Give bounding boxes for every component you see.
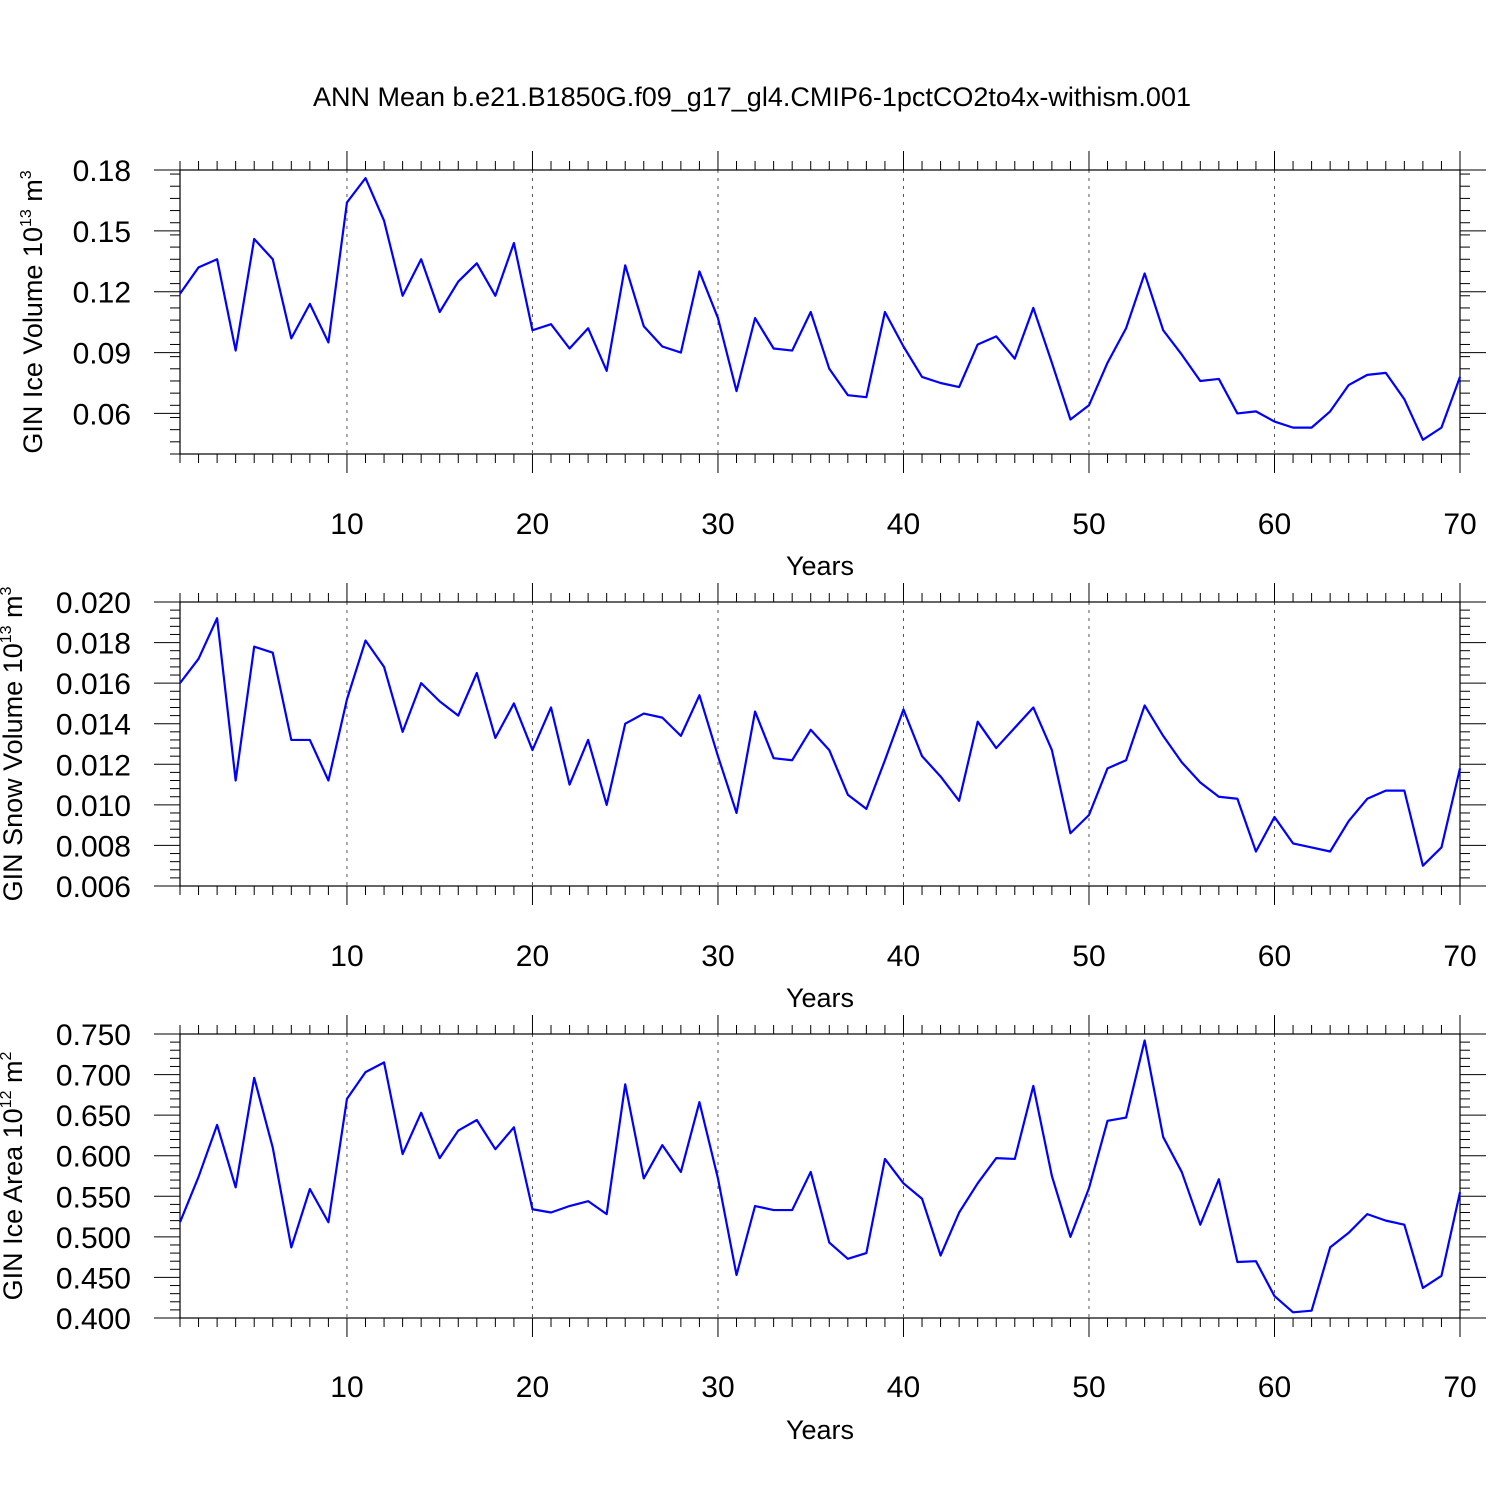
- y-tick-label: 0.650: [56, 1100, 131, 1133]
- y-axis-title: GIN Snow Volume 1013 m3: [0, 586, 28, 901]
- x-tick-label: 60: [1258, 508, 1291, 541]
- y-tick-label: 0.006: [56, 871, 131, 904]
- y-tick-label: 0.18: [73, 155, 131, 188]
- y-axis-title-main: GIN Ice Area 10: [0, 1108, 28, 1300]
- y-axis-title-unit-exponent: 3: [18, 170, 35, 179]
- y-tick-label: 0.008: [56, 830, 131, 863]
- series-line: [179, 617, 1462, 867]
- panel-1: 10 20 30 40 50 60 70 0.06 0.09 0.12 0.15 0.18 Years G…: [18, 151, 1486, 581]
- x-tick-label: 40: [887, 940, 920, 973]
- panel-2: 10 20 30 40 50 60 70 0.006 0.008 0.010 0.012 0.014 0…: [0, 583, 1486, 1013]
- x-tick-label: 60: [1258, 940, 1291, 973]
- x-tick-label: 30: [701, 940, 734, 973]
- y-axis-title-unit: m: [0, 1061, 28, 1091]
- plot-frame: [179, 601, 1461, 887]
- y-axis-title-main: GIN Snow Volume 10: [0, 643, 28, 901]
- x-axis-title: Years: [786, 551, 854, 581]
- x-axis-title: Years: [786, 983, 854, 1013]
- y-tick-label: 0.500: [56, 1222, 131, 1255]
- x-tick-label: 30: [701, 508, 734, 541]
- series-line: [179, 177, 1462, 441]
- x-tick-label: 70: [1443, 508, 1476, 541]
- y-tick-label: 0.400: [56, 1303, 131, 1336]
- panel-3: 10 20 30 40 50 60 70 0.400 0.450 0.500 0.550 0.600 0…: [0, 1015, 1486, 1445]
- x-tick-label: 20: [516, 508, 549, 541]
- y-tick-label: 0.012: [56, 749, 131, 782]
- x-tick-label: 60: [1258, 1371, 1291, 1404]
- y-axis-title: GIN Ice Area 1012 m2: [0, 1052, 28, 1301]
- x-tick-label: 40: [887, 508, 920, 541]
- y-tick-label: 0.018: [56, 628, 131, 661]
- y-axis-title-unit-exponent: 2: [0, 1052, 15, 1061]
- chart-title: ANN Mean b.e21.B1850G.f09_g17_gl4.CMIP6-…: [313, 82, 1191, 112]
- y-tick-label: 0.600: [56, 1141, 131, 1174]
- y-axis-title-unit-exponent: 3: [0, 586, 15, 595]
- x-tick-label: 50: [1072, 508, 1105, 541]
- y-tick-label: 0.550: [56, 1181, 131, 1214]
- y-axis-title: GIN Ice Volume 1013 m3: [18, 170, 48, 453]
- y-axis-title-main: GIN Ice Volume 10: [18, 227, 48, 454]
- x-tick-label: 70: [1443, 940, 1476, 973]
- series-line: [178, 1039, 1462, 1314]
- y-tick-label: 0.09: [73, 338, 131, 371]
- y-tick-label: 0.750: [56, 1019, 131, 1052]
- y-axis-title-exponent: 13: [18, 209, 35, 227]
- y-tick-label: 0.450: [56, 1262, 131, 1295]
- plot-frame: [179, 169, 1461, 455]
- x-tick-label: 20: [516, 1371, 549, 1404]
- y-axis-title-exponent: 12: [0, 1090, 15, 1108]
- x-tick-label: 50: [1072, 940, 1105, 973]
- x-tick-label: 70: [1443, 1371, 1476, 1404]
- y-tick-label: 0.014: [56, 709, 131, 742]
- x-tick-label: 10: [330, 508, 363, 541]
- y-axis-title-unit: m: [0, 595, 28, 625]
- x-tick-label: 10: [330, 940, 363, 973]
- y-tick-label: 0.12: [73, 277, 131, 310]
- x-tick-label: 20: [516, 940, 549, 973]
- x-tick-label: 30: [701, 1371, 734, 1404]
- y-axis-title-exponent: 13: [0, 625, 15, 643]
- x-tick-label: 10: [330, 1371, 363, 1404]
- y-tick-label: 0.010: [56, 790, 131, 823]
- x-tick-label: 40: [887, 1371, 920, 1404]
- y-tick-label: 0.020: [56, 587, 131, 620]
- plot-frame: [179, 1033, 1461, 1319]
- y-tick-label: 0.15: [73, 216, 131, 249]
- x-axis-title: Years: [786, 1415, 854, 1445]
- y-axis-title-unit: m: [18, 179, 48, 209]
- x-tick-label: 50: [1072, 1371, 1105, 1404]
- y-tick-label: 0.06: [73, 398, 131, 431]
- y-tick-label: 0.016: [56, 668, 131, 701]
- y-tick-label: 0.700: [56, 1060, 131, 1093]
